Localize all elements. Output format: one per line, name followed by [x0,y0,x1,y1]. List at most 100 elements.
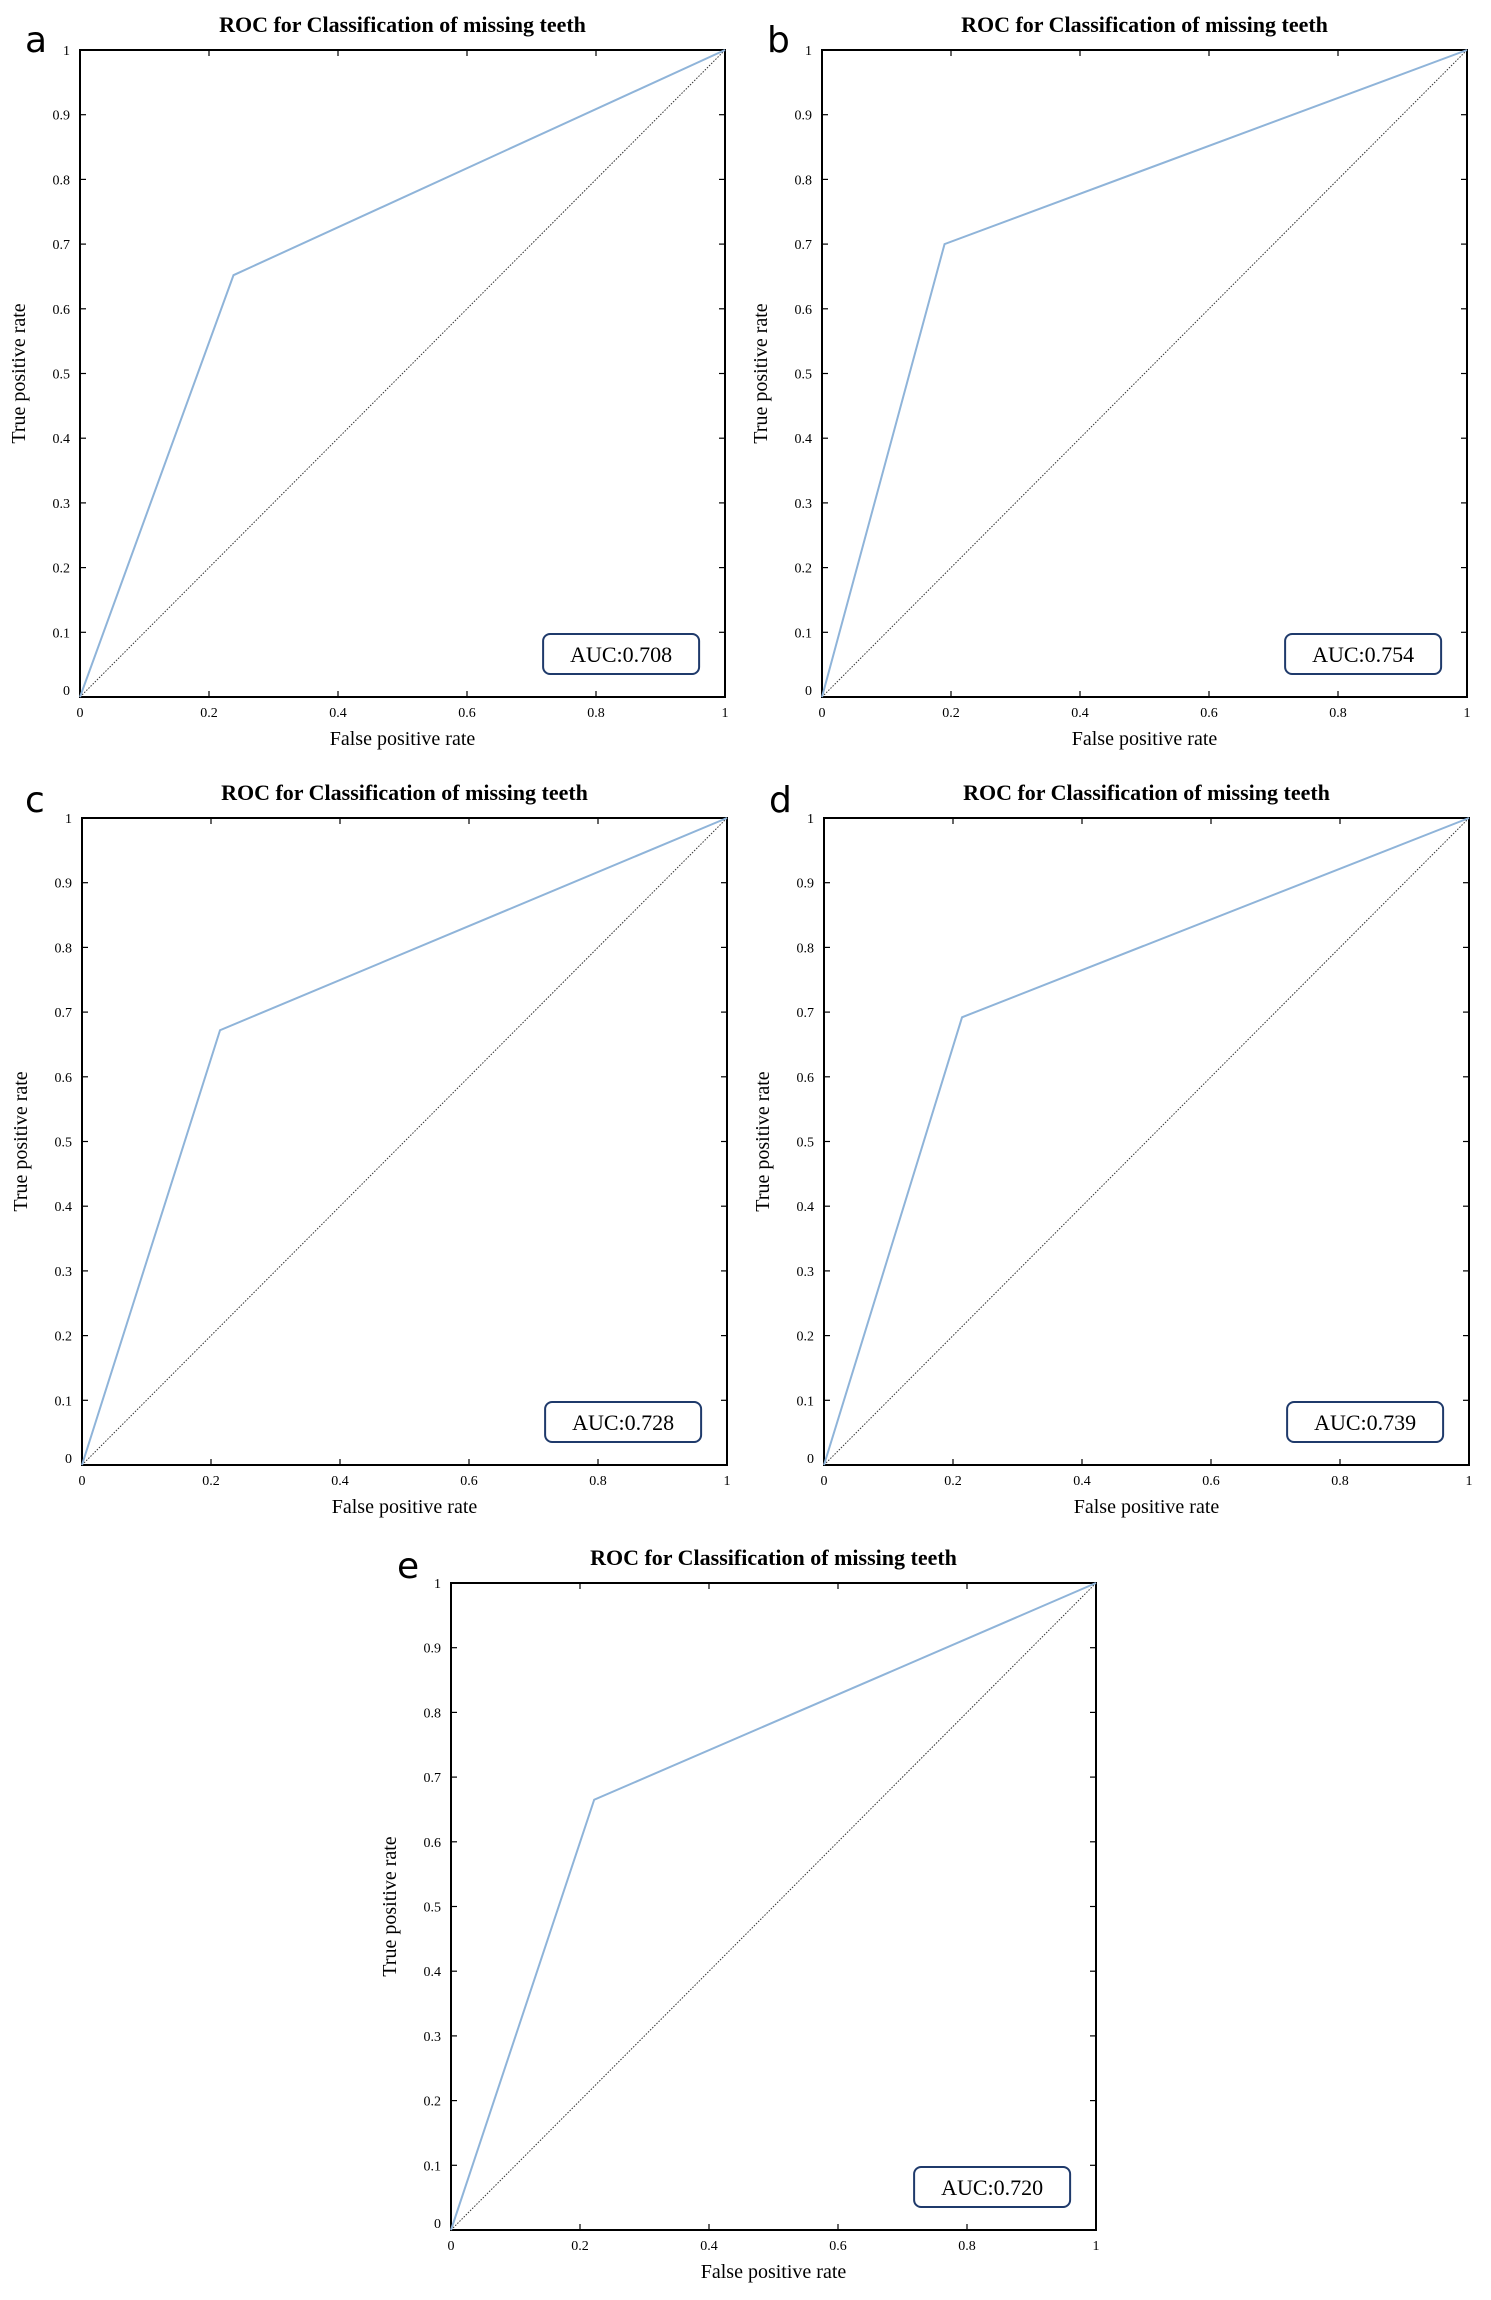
y-tick-label: 0.2 [424,2095,442,2110]
chart-panel-b: b ROC for Classification of missing teeth… [750,12,1471,750]
chart-panel-c: c ROC for Classification of missing teeth… [10,780,731,1518]
panel-letter: c [25,780,45,821]
x-tick-label: 0.8 [587,706,605,721]
x-tick-label: 0.8 [1329,706,1347,721]
y-tick-label: 0.4 [797,1200,815,1215]
panel-letter: a [25,20,47,61]
panel-letter: e [397,1546,419,1587]
auc-label: AUC:0.739 [1314,1410,1416,1435]
x-tick-label: 0.2 [942,706,960,721]
x-axis-label: False positive rate [701,2261,847,2283]
y-axis-label: True positive rate [8,303,30,443]
x-tick-label: 0 [77,706,84,721]
x-tick-label: 0.8 [958,2239,976,2254]
y-tick-label: 1 [434,1577,441,1592]
y-tick-label: 0.9 [795,109,813,124]
y-tick-label: 0.7 [53,238,71,253]
roc-curve-line [823,817,1470,1466]
auc-box [1286,1401,1445,1443]
y-tick-label: 0.1 [795,626,813,641]
x-tick-label: 0.2 [571,2239,589,2254]
chart-title: ROC for Classification of missing teeth [219,12,586,37]
diagonal-reference-line [823,817,1470,1466]
x-tick-label: 1 [722,706,729,721]
diagonal-reference-line [450,1582,1097,2231]
x-tick-label: 0.6 [1200,706,1218,721]
y-tick-label: 0.7 [424,1771,442,1786]
y-tick-label: 0.5 [795,368,813,383]
x-tick-label: 0.2 [200,706,218,721]
y-tick-label: 0.1 [53,626,71,641]
y-tick-label: 0.2 [55,1330,73,1345]
x-tick-label: 0.6 [458,706,476,721]
x-tick-label: 1 [1464,706,1471,721]
auc-box [913,2166,1072,2208]
x-tick-label: 0.6 [1202,1474,1220,1489]
y-tick-label: 0.9 [55,877,73,892]
y-tick-label: 1 [807,812,814,827]
x-tick-label: 0 [79,1474,86,1489]
auc-box [544,1401,703,1443]
y-axis-label: True positive rate [10,1071,32,1211]
x-tick-label: 0.6 [829,2239,847,2254]
x-tick-label: 0.4 [1071,706,1089,721]
y-tick-label: 0.8 [797,941,815,956]
y-tick-label: 0.8 [795,173,813,188]
x-tick-label: 0.6 [460,1474,478,1489]
y-tick-label: 1 [65,812,72,827]
y-tick-label: 0.8 [424,1706,442,1721]
x-axis-label: False positive rate [1072,728,1218,750]
y-tick-label: 0.6 [795,303,813,318]
x-tick-label: 0.4 [700,2239,718,2254]
auc-label: AUC:0.728 [572,1410,674,1435]
y-tick-label: 0.4 [53,432,71,447]
roc-curve-line [450,1582,1097,2231]
diagonal-reference-line [81,817,728,1466]
y-tick-label: 0.7 [797,1006,815,1021]
auc-box [1284,633,1443,675]
y-tick-label: 0.2 [797,1330,815,1345]
chart-panel-e: e ROC for Classification of missing teeth… [379,1545,1100,2283]
y-tick-label: 0.5 [797,1136,815,1151]
y-tick-label: 0.9 [53,109,71,124]
y-tick-label: 0.3 [795,497,813,512]
y-axis-label: True positive rate [750,303,772,443]
y-tick-label: 0 [63,684,70,699]
y-axis-label: True positive rate [752,1071,774,1211]
chart-title: ROC for Classification of missing teeth [590,1545,957,1570]
y-tick-label: 0.8 [55,941,73,956]
auc-label: AUC:0.708 [570,642,672,667]
y-tick-label: 0.1 [424,2159,442,2174]
y-axis-label: True positive rate [379,1836,401,1976]
y-tick-label: 0.5 [55,1136,73,1151]
x-tick-label: 0 [821,1474,828,1489]
y-tick-label: 0.3 [424,2030,442,2045]
x-tick-label: 0.4 [329,706,347,721]
y-tick-label: 0.5 [53,368,71,383]
y-tick-label: 0.1 [55,1394,73,1409]
panel-letter: b [767,20,790,61]
y-tick-label: 0.4 [795,432,813,447]
auc-label: AUC:0.754 [1312,642,1414,667]
y-tick-label: 0.2 [795,562,813,577]
chart-panel-d: d ROC for Classification of missing teeth… [752,780,1473,1518]
y-tick-label: 0.9 [424,1642,442,1657]
y-tick-label: 0.4 [55,1200,73,1215]
x-tick-label: 1 [1093,2239,1100,2254]
roc-curve-line [821,49,1468,698]
y-tick-label: 0.6 [55,1071,73,1086]
y-tick-label: 0.3 [55,1265,73,1280]
x-tick-label: 0.2 [944,1474,962,1489]
chart-title: ROC for Classification of missing teeth [963,780,1330,805]
chart-title: ROC for Classification of missing teeth [221,780,588,805]
roc-curve-line [79,49,726,698]
y-tick-label: 0 [807,1452,814,1467]
x-axis-label: False positive rate [330,728,476,750]
x-tick-label: 0 [819,706,826,721]
auc-label: AUC:0.720 [941,2175,1043,2200]
y-tick-label: 0.1 [797,1394,815,1409]
x-tick-label: 1 [1466,1474,1473,1489]
x-tick-label: 0 [448,2239,455,2254]
x-tick-label: 0.4 [1073,1474,1091,1489]
